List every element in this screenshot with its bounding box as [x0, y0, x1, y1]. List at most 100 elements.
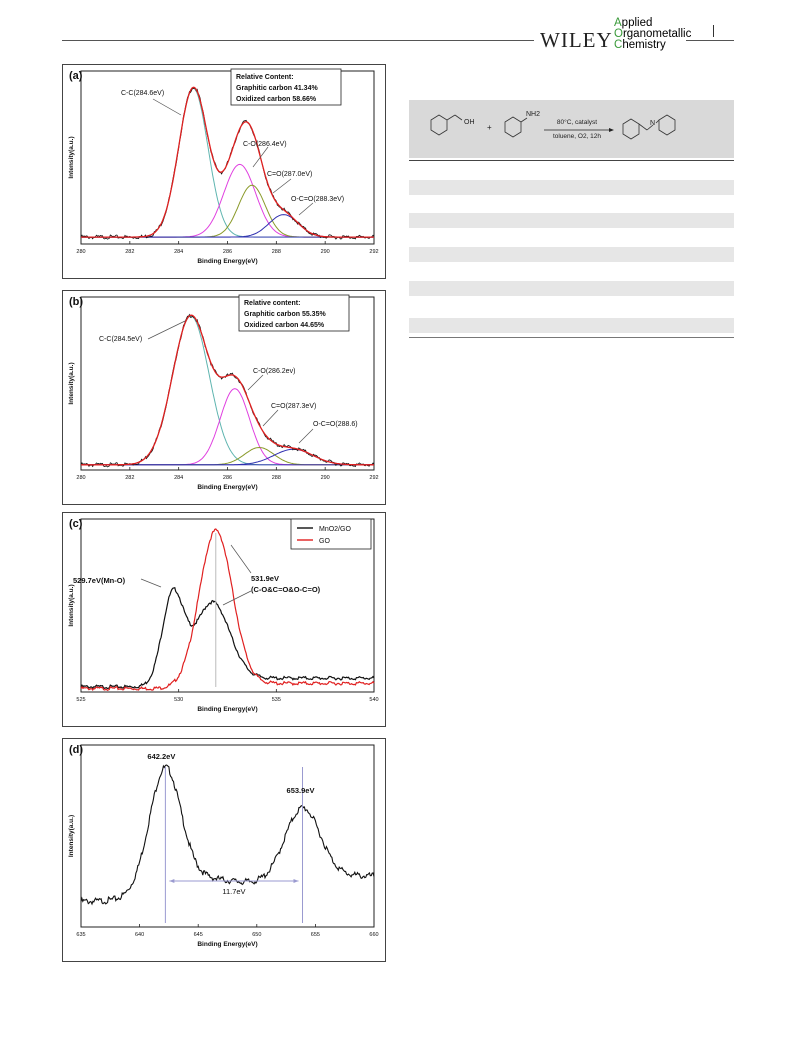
annotation-arrow [140, 578, 162, 588]
annotation-arrow [147, 320, 186, 340]
y-axis-label: Intensity(a.u.) [68, 136, 75, 178]
legend-frame [290, 518, 372, 550]
legend-entry: GO [319, 538, 330, 545]
content-box-line: Oxidized carbon 58.66% [236, 96, 317, 103]
journal-initial: A [614, 17, 622, 29]
x-tick-label: 284 [174, 249, 183, 255]
x-tick-label: 640 [135, 932, 144, 938]
reactant2-label: NH2 [526, 111, 540, 118]
x-tick-label: 535 [272, 697, 281, 703]
annotation-arrow [222, 590, 252, 606]
annotation-arrow [230, 544, 252, 574]
legend-entry: MnO2/GO [319, 526, 351, 533]
panel-label: (d) [69, 744, 83, 756]
table-row [409, 318, 734, 333]
peak-annotation: C=O(287.0eV) [267, 171, 312, 178]
reaction-drawing: OH + NH2 80°C, catalyst toluene, O2, 12h… [430, 111, 676, 140]
xps-panel-a: 280 282 284 286 288 290 292 Binding Energy(eV) I… [62, 64, 386, 279]
benzyl-alcohol-structure [430, 114, 463, 136]
xps-panel-d: 635 640 645 650 655 660 Binding Energy(eV) Inte… [62, 738, 386, 962]
chart-a: 280 282 284 286 288 290 292 Binding Energy(eV) I… [68, 68, 379, 265]
x-axis-label: Binding Energy(eV) [197, 258, 257, 265]
x-axis-label: Binding Energy(eV) [197, 941, 257, 948]
content-box-line: Relative Content: [236, 74, 294, 81]
chart-c: 525 530 535 540 Binding Energy(eV) Intensity(… [68, 518, 379, 713]
peak-annotation: C-C(284.6eV) [121, 90, 164, 97]
peak-annotation: O-C=O(288.6) [313, 421, 358, 428]
journal-initial: C [614, 39, 623, 51]
reactant1-label: OH [464, 119, 475, 126]
annotation-arrow [252, 146, 269, 168]
x-tick-label: 282 [125, 249, 134, 255]
content-box-frame [230, 68, 342, 106]
journal-initial: O [614, 28, 623, 40]
splitting-label: 11.7eV [222, 887, 245, 896]
peak-annotation: C=O(287.3eV) [271, 403, 316, 410]
y-axis-label: Intensity(a.u.) [68, 362, 75, 404]
table-row [409, 247, 734, 262]
x-tick-label: 288 [272, 475, 281, 481]
peak-annotation: 642.2eV [147, 752, 175, 761]
x-axis-label: Binding Energy(eV) [197, 706, 257, 713]
table-row [409, 281, 734, 296]
x-tick-label: 650 [252, 932, 261, 938]
x-tick-label: 540 [369, 697, 378, 703]
content-box: Relative content: Graphitic carbon 55.35%… [238, 294, 350, 332]
arrow-head-right [293, 879, 299, 883]
component-peak-4 [81, 214, 374, 238]
annotation-arrow [247, 374, 264, 391]
content-box-line: Relative content: [244, 300, 300, 307]
x-tick-label: 288 [272, 249, 281, 255]
x-tick-label: 655 [311, 932, 320, 938]
reaction-scheme: OH + NH2 80°C, catalyst toluene, O2, 12h… [409, 100, 734, 158]
annotation-arrow [152, 98, 182, 116]
panel-label: (a) [69, 70, 83, 82]
x-tick-label: 282 [125, 475, 134, 481]
x-tick-label: 280 [76, 249, 85, 255]
journal-word: rganometallic [622, 28, 692, 40]
legend: MnO2/GO GO [290, 518, 372, 550]
header-rule-right [686, 40, 734, 41]
x-tick-label: 660 [369, 932, 378, 938]
annotation-arrow [262, 409, 279, 427]
journal-name: Applied Organometallic Chemistry [614, 17, 692, 51]
annotation-arrow [298, 202, 314, 216]
header-rule-left [62, 40, 534, 41]
xps-panel-b: 280 282 284 286 288 290 292 Binding Energy(eV) I… [62, 290, 386, 505]
x-tick-label: 635 [76, 932, 85, 938]
table-rule [409, 160, 734, 161]
aniline-structure [504, 116, 528, 138]
fit-envelope [81, 86, 374, 238]
series-go [80, 528, 375, 692]
mn2p-spectrum [80, 764, 375, 906]
fit-envelope [81, 314, 374, 466]
x-tick-label: 292 [369, 249, 378, 255]
plot-frame [80, 518, 375, 693]
x-tick-label: 284 [174, 475, 183, 481]
journal-word: hemistry [622, 39, 666, 51]
condition-top: 80°C, catalyst [557, 118, 597, 126]
imine-product-structure [622, 114, 676, 140]
content-box-frame [238, 294, 350, 332]
x-tick-label: 290 [321, 249, 330, 255]
chart-d: 635 640 645 650 655 660 Binding Energy(eV) Inte… [68, 744, 379, 948]
content-box-line: Oxidized carbon 44.65% [244, 322, 325, 329]
peak-annotation: C-O(286.2ev) [253, 368, 295, 375]
x-tick-label: 525 [76, 697, 85, 703]
content-box-line: Graphitic carbon 55.35% [244, 311, 326, 318]
y-axis-label: Intensity(a.u.) [68, 815, 75, 857]
peak-annotation: C-C(284.5eV) [99, 336, 142, 343]
x-tick-label: 286 [223, 249, 232, 255]
page-marker [713, 25, 714, 37]
panel-label: (b) [69, 296, 83, 308]
x-tick-label: 292 [369, 475, 378, 481]
arrow-head [609, 128, 614, 132]
peak-annotation: 531.9eV [251, 574, 279, 583]
peak-annotation: 653.9eV [287, 786, 315, 795]
peak-annotation: 529.7eV(Mn-O) [73, 576, 126, 585]
peak-annotation: O-C=O(288.3eV) [291, 196, 344, 203]
peak-annotation: C-O(286.4eV) [243, 141, 287, 148]
product-label: N [650, 120, 655, 127]
x-tick-label: 645 [194, 932, 203, 938]
component-peak-3 [81, 184, 374, 238]
